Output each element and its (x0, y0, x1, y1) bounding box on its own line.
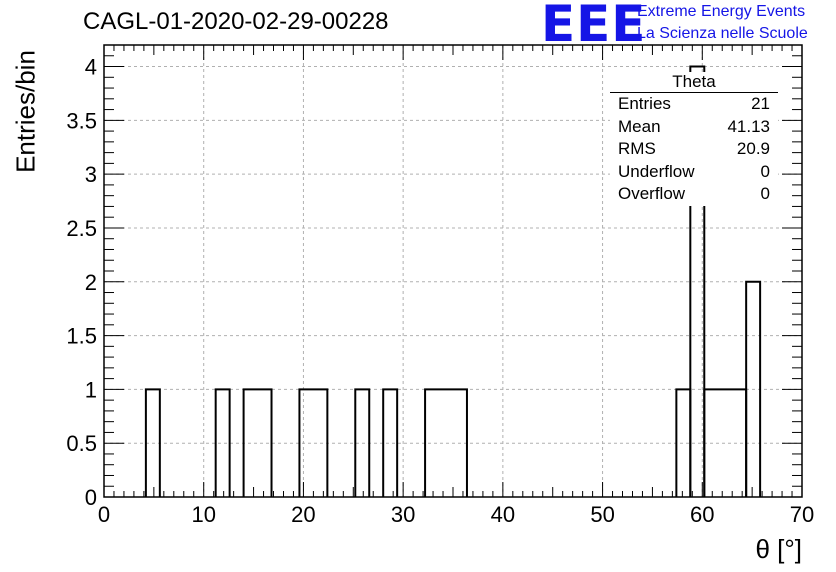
stats-row-underflow: Underflow 0 (610, 161, 778, 184)
histogram-bin (214, 388, 231, 497)
x-tick-label: 10 (191, 502, 215, 527)
y-tick-label: 2.5 (66, 216, 97, 241)
x-axis-label: θ [°] (755, 534, 802, 564)
histogram-bin (689, 65, 706, 497)
chart-title: CAGL-01-2020-02-29-00228 (83, 8, 389, 35)
stats-label: Underflow (618, 161, 695, 181)
histogram-bin (144, 388, 161, 497)
logo-line-1: Extreme Energy Events (637, 3, 806, 20)
x-tick-label: 0 (98, 502, 110, 527)
y-tick-label: 1 (85, 377, 97, 402)
x-tick-label: 70 (790, 502, 814, 527)
histogram-bin (298, 388, 329, 497)
stats-box: Theta Entries 21 Mean 41.13 RMS 20.9 Und… (610, 72, 778, 206)
y-tick-label: 3 (85, 162, 97, 187)
logo-line-2: La Scienza nelle Scuole (637, 25, 808, 42)
stats-label: Overflow (618, 184, 686, 203)
stats-row-overflow: Overflow 0 (610, 183, 778, 206)
y-tick-label: 1.5 (66, 324, 97, 349)
x-tick-label: 60 (690, 502, 714, 527)
stats-row-rms: RMS 20.9 (610, 138, 778, 161)
y-tick-label: 0.5 (66, 431, 97, 456)
histogram (144, 65, 762, 497)
y-axis-label: Entries/bin (10, 50, 41, 173)
eee-logo: EEE (541, 0, 647, 53)
x-tick-label: 30 (391, 502, 415, 527)
histogram-bin (382, 388, 399, 497)
stats-title: Theta (610, 72, 778, 93)
stats-row-entries: Entries 21 (610, 93, 778, 116)
x-tick-label: 20 (291, 502, 315, 527)
stats-label: Entries (618, 94, 671, 113)
stats-value: 41.13 (727, 116, 770, 136)
stats-value: 20.9 (736, 139, 770, 158)
histogram-bin (242, 388, 273, 497)
stats-value: 0 (760, 184, 770, 203)
stats-row-mean: Mean 41.13 (610, 116, 778, 139)
y-tick-label: 4 (85, 55, 97, 80)
axes: 0 10 20 30 40 50 60 70 0 0.5 1 1.5 2 2.5 3 3.5 4 (66, 44, 814, 527)
stats-value: 21 (751, 94, 770, 113)
stats-label: RMS (618, 139, 656, 158)
y-tick-label: 3.5 (66, 108, 97, 133)
x-tick-label: 40 (491, 502, 515, 527)
x-tick-label: 50 (590, 502, 614, 527)
histogram-bin (354, 388, 371, 497)
y-tick-label: 0 (85, 485, 97, 510)
histogram-bin (745, 280, 762, 497)
stats-value: 0 (760, 161, 770, 181)
histogram-bin (424, 388, 468, 497)
y-tick-label: 2 (85, 270, 97, 295)
stats-label: Mean (618, 116, 661, 136)
